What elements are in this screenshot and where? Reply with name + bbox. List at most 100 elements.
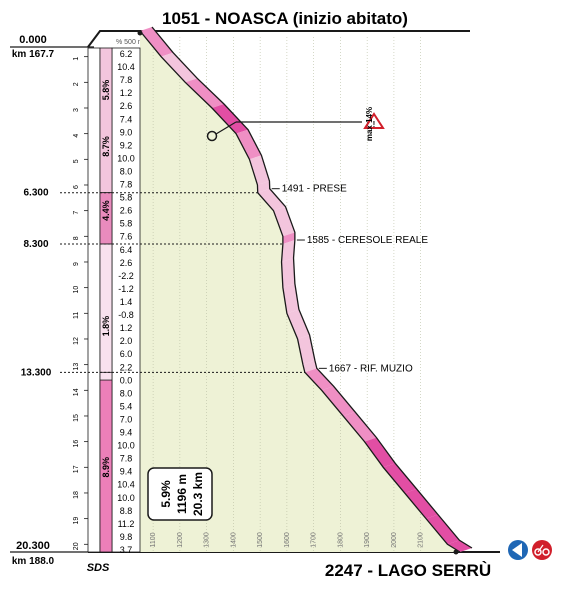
place-label: 1491 - PRESE: [282, 184, 347, 195]
gradient-value: 9.0: [120, 127, 133, 137]
start-km-label: km 167.7: [12, 49, 55, 60]
gradient-value: 10.0: [117, 493, 135, 503]
gradient-value: 5.8: [120, 193, 133, 203]
km-tick-label: 2: [73, 82, 80, 86]
max-gradient-marker: ! max 14%: [206, 107, 385, 142]
profile-band-segment: [249, 155, 270, 185]
max-gradient-label: max 14%: [365, 107, 374, 141]
profile-band-segment: [321, 386, 356, 416]
gradient-value: -2.2: [118, 271, 134, 281]
profile-band-segment: [281, 257, 295, 288]
altitude-tick-label: 1600: [284, 532, 291, 548]
gradient-value: 9.8: [120, 532, 133, 542]
profile-band-segment: [185, 78, 224, 108]
gradient-value: 7.0: [120, 414, 133, 424]
profile-inner-line: [139, 30, 461, 553]
km-tick-label: 1: [73, 57, 80, 61]
summary-box: 20.3 km 1196 m 5.9%: [147, 467, 213, 521]
gradient-value: 9.2: [120, 140, 133, 150]
km-mark-label: 8.300: [23, 239, 48, 250]
altitude-tick-label: 1700: [311, 532, 318, 548]
profile-area: [140, 31, 460, 552]
end-km-label: km 188.0: [12, 556, 55, 567]
gradient-value: 7.4: [120, 114, 133, 124]
chart-title-top: 1051 - NOASCA (inizio abitato): [162, 9, 408, 28]
gradient-value: 8.8: [120, 506, 133, 516]
km-tick-label: 18: [73, 491, 80, 499]
segment-avg-band: [99, 47, 113, 194]
gradient-value: 0.0: [120, 375, 133, 385]
gradient-value: 2.6: [120, 101, 133, 111]
gradient-value: -1.2: [118, 284, 134, 294]
gradient-value: 11.2: [118, 519, 135, 529]
gradient-value: 7.6: [120, 232, 133, 242]
altitude-tick-label: 1900: [364, 532, 371, 548]
gradient-value: 9.4: [120, 467, 133, 477]
profile-band-segment: [426, 514, 460, 545]
profile-band-segment: [404, 488, 439, 519]
gradient-value: 1.4: [120, 297, 133, 307]
chart-title-bottom: 2247 - LAGO SERRÙ: [325, 561, 491, 580]
direction-icon: [508, 540, 528, 560]
profile-outer-line: [151, 26, 473, 549]
km-tick-label: 9: [73, 262, 80, 266]
gradient-value: 2.6: [120, 206, 133, 216]
climb-category-icon: [532, 540, 552, 560]
profile-band-segment: [447, 540, 472, 552]
altitude-tick-label: 1500: [257, 532, 264, 548]
summary-average: 5.9%: [159, 480, 173, 508]
km-mark-label: 6.300: [23, 188, 48, 199]
start-point: [137, 30, 143, 36]
profile-band-segment: [302, 360, 317, 373]
km-tick-label: 12: [73, 337, 80, 345]
start-distance-label: 0.000: [19, 34, 47, 46]
profile-band-segment: [282, 232, 295, 245]
segment-avg-label: 1.8%: [101, 316, 111, 337]
segment-avg-label: 8.9%: [101, 457, 111, 478]
gradient-column: [111, 47, 141, 553]
gradient-value: 5.8: [120, 219, 133, 229]
segment-avg-band: [99, 243, 113, 373]
profile-band-segment: [364, 437, 396, 468]
gradient-value: 1.2: [120, 88, 133, 98]
profile-band-segment: [236, 129, 262, 160]
segment-avg-label: 5.8%: [101, 80, 111, 101]
profile-band-segment: [161, 52, 198, 83]
altitude-tick-label: 2100: [418, 532, 425, 548]
gradient-value: 2.0: [120, 336, 133, 346]
gradient-value: 7.8: [120, 454, 133, 464]
gradient-value: 10.0: [117, 441, 135, 451]
gradient-value: 7.8: [120, 180, 133, 190]
km-tick-label: 3: [73, 108, 80, 112]
altitude-tick-label: 2000: [391, 532, 398, 548]
segment-avg-label: 8.7%: [101, 136, 111, 157]
profile-band-segment: [282, 283, 299, 314]
km-mark-label: 13.300: [21, 367, 52, 378]
brand-label: SDS: [87, 562, 110, 574]
profile-band-segment: [304, 368, 334, 391]
gradient-value: 3.7: [120, 545, 133, 555]
gradient-value: 6.0: [120, 349, 133, 359]
gradient-value: 2.6: [120, 258, 133, 268]
profile-band-segment: [273, 206, 295, 237]
profile-band-segment: [211, 103, 249, 134]
warning-triangle-icon: [363, 112, 385, 129]
altitude-tick-label: 1100: [150, 532, 157, 547]
place-label: 1585 - CERESOLE REALE: [307, 235, 428, 246]
gradient-value: -0.8: [118, 310, 134, 320]
profile-band-segment: [281, 240, 295, 262]
km-tick-label: 4: [73, 134, 80, 138]
km-tick-label: 11: [73, 312, 80, 319]
km-tick-label: 19: [73, 517, 80, 525]
gradient-value: 1.2: [120, 323, 133, 333]
profile-band-segment: [257, 180, 270, 193]
summary-climb: 1196 m: [175, 474, 189, 514]
profile-band-segment: [383, 463, 417, 493]
gradient-value: 9.4: [120, 428, 133, 438]
km-tick-label: 7: [73, 211, 80, 215]
altitude-tick-label: 1800: [337, 532, 344, 548]
km-tick-label: 6: [73, 185, 80, 189]
place-label: 1667 - RIF. MUZIO: [329, 363, 413, 374]
svg-text:!: !: [373, 120, 376, 129]
